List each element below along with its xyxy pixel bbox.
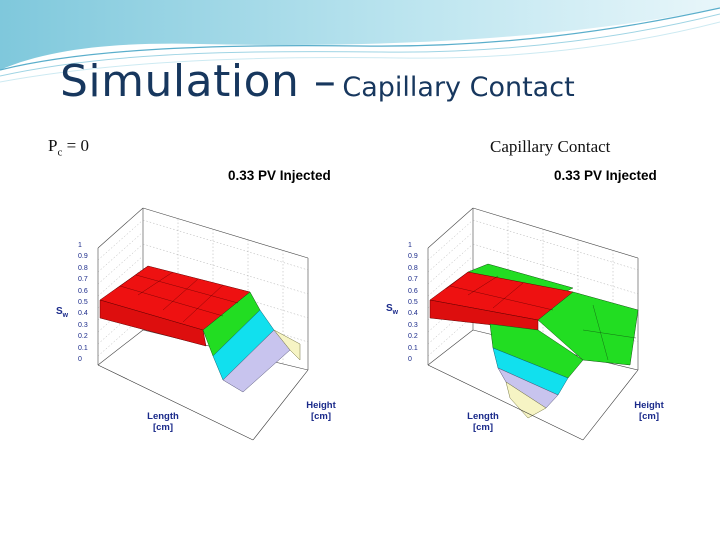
z-tick-label: 0.8 — [78, 264, 88, 272]
z-tick-label: 0.7 — [78, 276, 88, 284]
left-plot-title: 0.33 PV Injected — [228, 168, 331, 183]
z-tick-label: 0.3 — [78, 321, 88, 329]
z-tick-label: 0 — [78, 356, 82, 363]
left-x-axis-label: Length [cm] — [147, 411, 179, 433]
right-caption: Capillary Contact — [490, 137, 611, 156]
header-wave-banner — [0, 0, 720, 83]
right-plot-title: 0.33 PV Injected — [554, 168, 657, 183]
z-tick-label: 0.5 — [78, 299, 88, 306]
z-tick-label: 0.3 — [408, 321, 418, 329]
z-tick-label: 0.2 — [78, 333, 88, 341]
right-z-axis-label: Sw — [386, 303, 399, 316]
z-tick-label: 0.8 — [408, 264, 418, 272]
left-surface-plot: 0.33 PV Injected — [38, 160, 350, 446]
right-plot-graphic — [427, 207, 639, 441]
right-y-axis-label: Height [cm] — [634, 400, 664, 422]
slide-title-sub: Capillary Contact — [342, 72, 575, 103]
z-tick-label: 0.2 — [408, 333, 418, 341]
z-tick-label: 0.6 — [78, 287, 88, 295]
z-tick-label: 0.6 — [408, 287, 418, 295]
z-tick-label: 0.4 — [78, 310, 88, 318]
z-tick-label: 0.1 — [78, 344, 88, 352]
left-z-axis-label: Sw — [56, 306, 69, 319]
right-x-axis-label: Length [cm] — [467, 411, 499, 433]
left-y-axis-label: Height [cm] — [306, 400, 336, 422]
z-tick-label: 0.7 — [408, 276, 418, 284]
z-tick-label: 0.4 — [408, 310, 418, 318]
left-caption: Pc = 0 — [48, 136, 89, 159]
left-plot-graphic — [97, 207, 309, 441]
z-tick-label: 0.9 — [408, 253, 418, 261]
right-surface-plot: 0.33 PV Injected — [368, 160, 680, 446]
z-tick-label: 1 — [78, 242, 82, 249]
slide-title-main: Simulation – — [60, 56, 337, 107]
z-tick-label: 1 — [408, 242, 412, 249]
z-tick-label: 0 — [408, 356, 412, 363]
z-tick-label: 0.9 — [78, 253, 88, 261]
z-tick-label: 0.1 — [408, 344, 418, 352]
slide-title: Simulation – Capillary Contact — [60, 56, 575, 107]
z-tick-label: 0.5 — [408, 299, 418, 306]
